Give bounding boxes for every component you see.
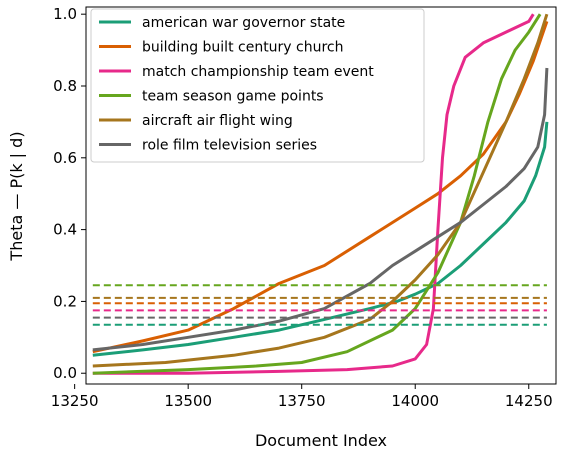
legend: american war governor state building buil… (90, 8, 425, 163)
legend-label-2: building built century church (142, 40, 344, 56)
legend-label-5: aircraft air flight wing (142, 113, 293, 129)
y-tick-label: 0.6 (53, 149, 77, 167)
series-line-5 (92, 13, 549, 368)
legend-label-1: american war governor state (142, 15, 345, 31)
series-line-3 (92, 13, 535, 375)
series-line-4 (92, 13, 542, 375)
x-tick-label: 14000 (391, 392, 439, 410)
legend-label-4: team season game points (142, 89, 324, 105)
series-line-1 (92, 121, 549, 357)
y-tick-label: 1.0 (53, 5, 77, 23)
y-axis-ticks: 0.0 0.2 0.4 0.6 0.8 1.0 (53, 5, 86, 382)
x-axis-ticks: 13250 13500 13750 14000 14250 (51, 384, 553, 410)
y-tick-label: 0.4 (53, 221, 77, 239)
y-tick-label: 0.2 (53, 292, 77, 310)
series-line-6 (92, 67, 549, 352)
x-tick-label: 13750 (278, 392, 326, 410)
y-tick-label: 0.0 (53, 364, 77, 382)
x-axis-label: Document Index (255, 431, 387, 450)
y-axis-label: Theta — P(k | d) (7, 131, 26, 261)
legend-frame (90, 8, 425, 163)
x-tick-label: 14250 (505, 392, 553, 410)
x-tick-label: 13250 (51, 392, 99, 410)
y-tick-label: 0.8 (53, 77, 77, 95)
legend-label-3: match championship team event (142, 64, 374, 80)
legend-label-6: role film television series (142, 138, 317, 154)
series-layer (92, 13, 549, 375)
x-tick-label: 13500 (164, 392, 212, 410)
